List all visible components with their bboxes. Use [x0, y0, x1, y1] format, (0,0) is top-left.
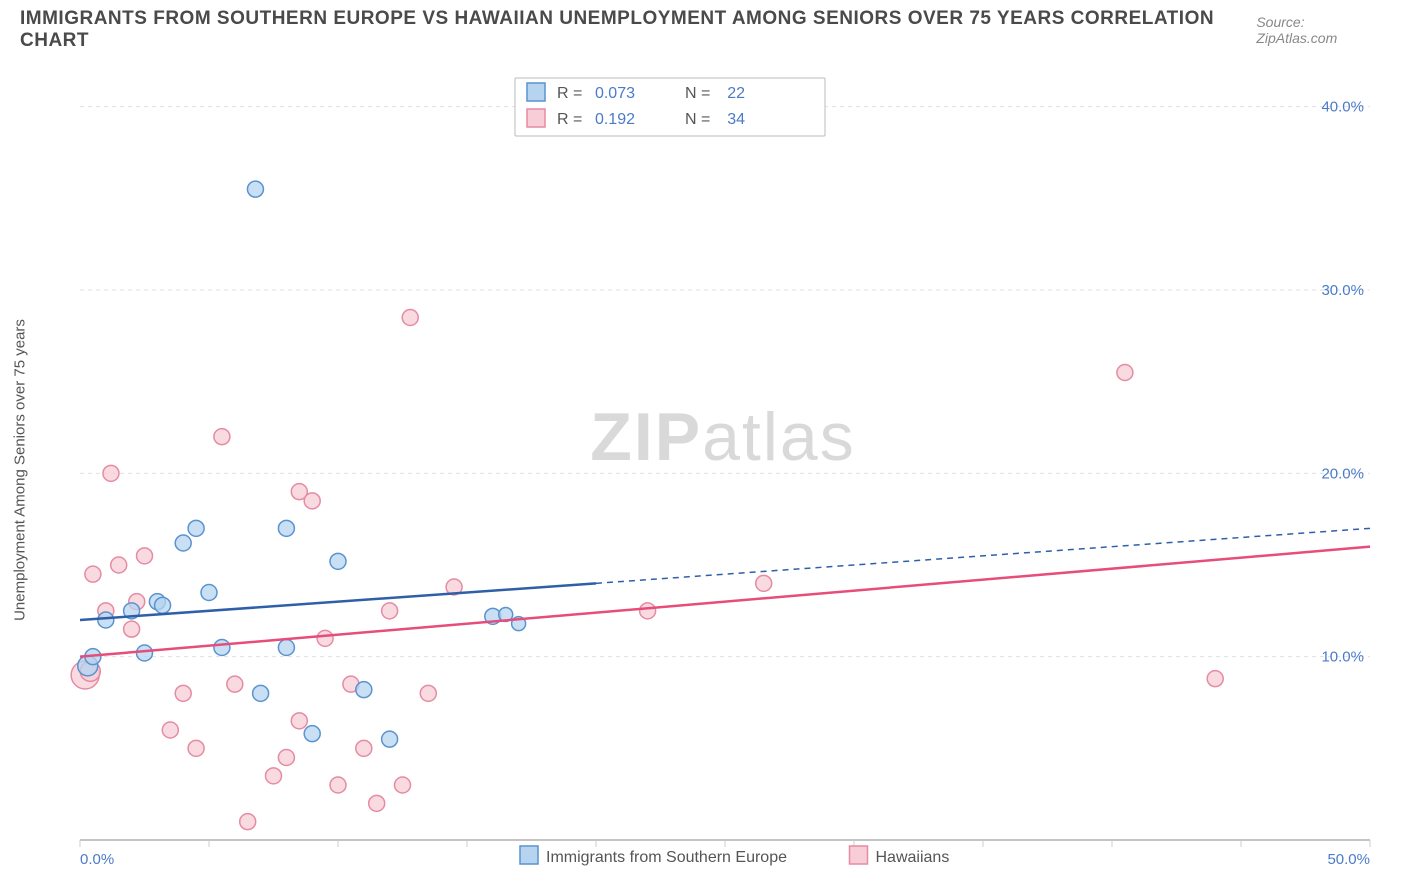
legend-r-label: R = [557, 85, 582, 102]
x-tick-label: 0.0% [80, 851, 114, 868]
data-point-hawaiians [402, 310, 418, 326]
data-point-immigrants [278, 640, 294, 656]
legend-n-value: 22 [727, 85, 745, 102]
data-point-hawaiians [214, 429, 230, 445]
legend-n-value: 34 [727, 111, 745, 128]
legend-bottom-swatch [850, 846, 868, 864]
legend-r-value: 0.073 [595, 85, 635, 102]
data-point-immigrants [201, 585, 217, 601]
data-point-hawaiians [369, 795, 385, 811]
data-point-hawaiians [317, 630, 333, 646]
data-point-immigrants [188, 520, 204, 536]
legend-swatch [527, 109, 545, 127]
data-point-hawaiians [103, 465, 119, 481]
y-tick-label: 10.0% [1321, 649, 1364, 666]
data-point-hawaiians [382, 603, 398, 619]
title-bar: IMMIGRANTS FROM SOUTHERN EUROPE VS HAWAI… [0, 0, 1406, 56]
legend-n-label: N = [685, 111, 710, 128]
data-point-immigrants [214, 640, 230, 656]
data-point-immigrants [137, 645, 153, 661]
legend-bottom-label: Hawaiians [876, 849, 950, 866]
legend-n-label: N = [685, 85, 710, 102]
data-point-hawaiians [111, 557, 127, 573]
data-point-hawaiians [640, 603, 656, 619]
data-point-immigrants [330, 553, 346, 569]
data-point-hawaiians [330, 777, 346, 793]
data-point-immigrants [155, 597, 171, 613]
legend-bottom-swatch [520, 846, 538, 864]
data-point-immigrants [175, 535, 191, 551]
data-point-hawaiians [175, 685, 191, 701]
data-point-hawaiians [756, 575, 772, 591]
legend-r-label: R = [557, 111, 582, 128]
data-point-immigrants [247, 181, 263, 197]
data-point-hawaiians [356, 740, 372, 756]
y-axis-label: Unemployment Among Seniors over 75 years [12, 319, 29, 621]
source-label: Source: ZipAtlas.com [1256, 14, 1386, 46]
data-point-hawaiians [85, 566, 101, 582]
data-point-hawaiians [124, 621, 140, 637]
y-tick-label: 20.0% [1321, 465, 1364, 482]
data-point-hawaiians [291, 713, 307, 729]
data-point-hawaiians [304, 493, 320, 509]
data-point-immigrants [278, 520, 294, 536]
y-tick-label: 40.0% [1321, 99, 1364, 116]
data-point-hawaiians [188, 740, 204, 756]
data-point-hawaiians [240, 814, 256, 830]
legend-bottom-label: Immigrants from Southern Europe [546, 849, 787, 866]
data-point-hawaiians [1207, 671, 1223, 687]
chart-title: IMMIGRANTS FROM SOUTHERN EUROPE VS HAWAI… [20, 8, 1256, 52]
x-tick-label: 50.0% [1327, 851, 1370, 868]
data-point-immigrants [382, 731, 398, 747]
data-point-immigrants [253, 685, 269, 701]
data-point-hawaiians [266, 768, 282, 784]
data-point-hawaiians [420, 685, 436, 701]
data-point-hawaiians [1117, 365, 1133, 381]
y-tick-label: 30.0% [1321, 282, 1364, 299]
data-point-immigrants [356, 682, 372, 698]
scatter-chart: 10.0% 20.0% 30.0% 40.0% 0.0% 50.0% R = 0.073 N =… [60, 60, 1380, 890]
data-point-hawaiians [227, 676, 243, 692]
data-point-immigrants [304, 726, 320, 742]
chart-area: Unemployment Among Seniors over 75 years… [60, 60, 1386, 880]
legend-r-value: 0.192 [595, 111, 635, 128]
data-point-hawaiians [162, 722, 178, 738]
data-point-hawaiians [278, 750, 294, 766]
data-point-hawaiians [395, 777, 411, 793]
trend-line-hawaiians [80, 547, 1370, 657]
data-point-hawaiians [137, 548, 153, 564]
data-point-immigrants [98, 612, 114, 628]
legend-swatch [527, 83, 545, 101]
